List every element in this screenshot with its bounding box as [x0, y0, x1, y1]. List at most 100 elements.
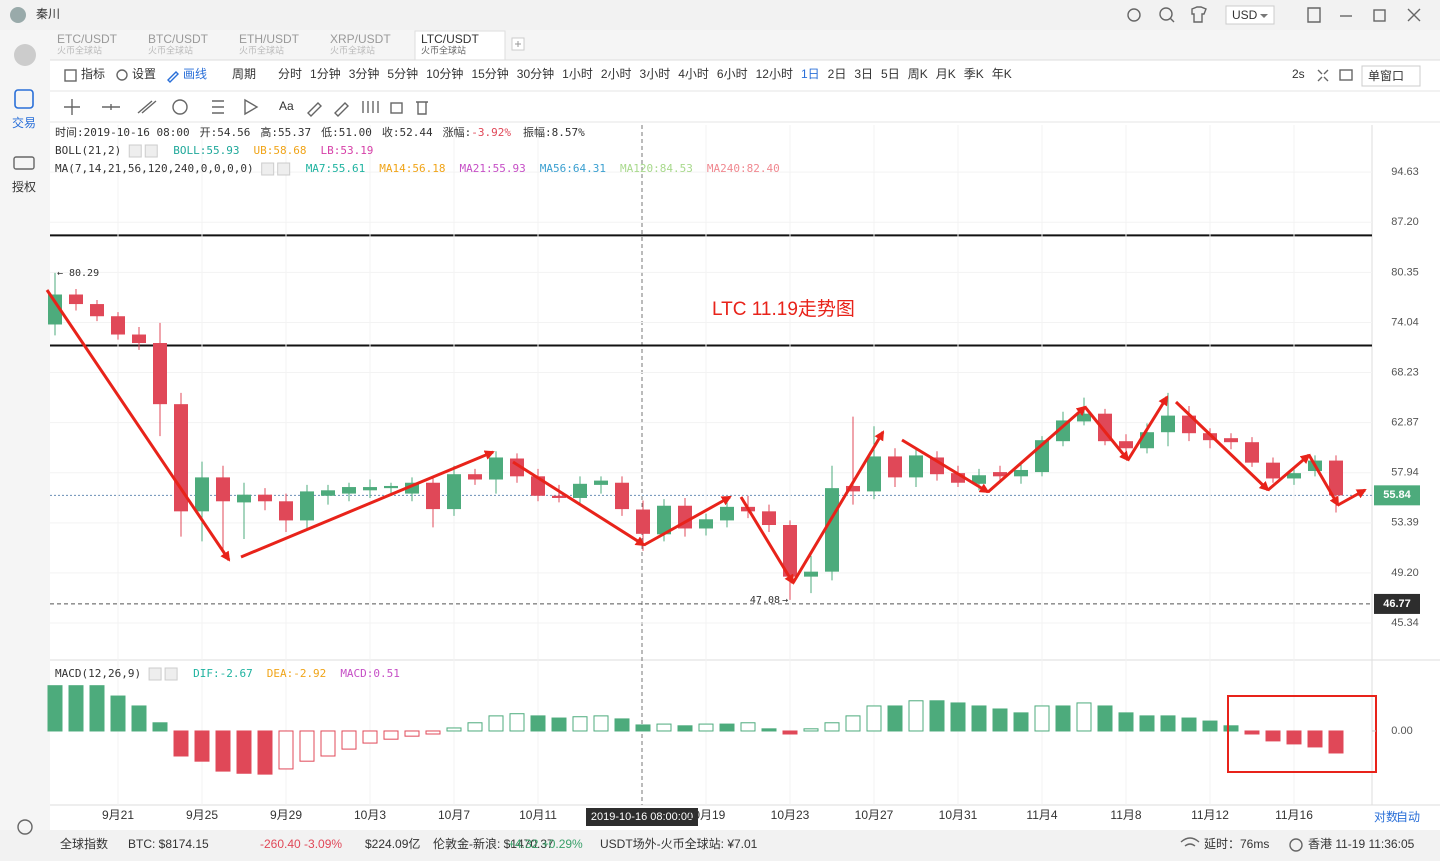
interval-button[interactable]: 年K — [992, 67, 1012, 81]
auth-icon[interactable] — [13, 156, 35, 170]
macd-bar — [215, 730, 231, 772]
plot — [47, 125, 1372, 805]
candle-body — [762, 511, 776, 526]
interval-button[interactable]: 4小时 — [678, 67, 709, 81]
window-icons[interactable] — [1127, 5, 1421, 25]
sidebar-auth[interactable]: 授权 — [12, 179, 36, 194]
interval-button[interactable]: 1日 — [801, 67, 820, 81]
legend-name: MA(7,14,21,56,120,240,0,0,0,0) — [55, 162, 254, 175]
legend-close[interactable] — [164, 667, 178, 681]
macd-bar — [803, 728, 819, 732]
status-clock: 香港 11-19 11:36:05 — [1308, 837, 1415, 851]
tab-pair[interactable]: ETC/USDT — [57, 32, 118, 46]
text-tool[interactable]: Aa — [279, 99, 294, 113]
sidebar-trade[interactable]: 交易 — [12, 115, 36, 130]
wifi-icon — [1180, 837, 1200, 847]
settings-icon[interactable] — [17, 819, 33, 835]
macd-bar — [194, 730, 210, 762]
interval-button[interactable]: 2小时 — [601, 67, 632, 81]
interval-button[interactable]: 30分钟 — [517, 66, 554, 81]
interval-button[interactable]: 12小时 — [756, 67, 793, 81]
max-arrow: ← — [57, 268, 63, 279]
x-tick-label: 10月27 — [855, 808, 894, 822]
legend-settings[interactable] — [261, 162, 275, 176]
macd-bar — [1286, 730, 1302, 745]
macd-bar — [719, 723, 735, 732]
draw-button[interactable]: 画线 — [183, 67, 207, 81]
interval-button[interactable]: 3小时 — [640, 67, 671, 81]
tool-icons[interactable] — [64, 65, 1421, 117]
legend-item: MA56:64.31 — [540, 162, 606, 175]
legend-settings[interactable] — [128, 144, 142, 158]
currency-select[interactable]: USD — [1232, 8, 1258, 22]
tab-exchange[interactable]: 火币全球站 — [148, 44, 193, 55]
log-button[interactable]: 对数 — [1374, 809, 1398, 824]
settings-button[interactable]: 设置 — [132, 67, 156, 81]
macd-bar — [929, 700, 945, 732]
interval-button[interactable]: 6小时 — [717, 67, 748, 81]
trade-icon[interactable] — [14, 89, 34, 109]
interval-button[interactable]: 15分钟 — [471, 66, 508, 81]
candle-body — [195, 477, 209, 512]
x-tick-label: 10月23 — [771, 808, 810, 822]
interval-button[interactable]: 1分钟 — [310, 66, 341, 81]
macd-bar — [1307, 730, 1323, 748]
y-tick-label: 80.35 — [1391, 266, 1419, 278]
macd-bar — [1160, 715, 1176, 732]
sidebar — [0, 30, 50, 830]
indicator-button[interactable]: 指标 — [81, 66, 105, 81]
auto-button[interactable]: 自动 — [1396, 810, 1420, 824]
macd-bar — [89, 685, 105, 732]
refresh-rate[interactable]: 2s — [1292, 67, 1305, 81]
macd-bar — [1181, 717, 1197, 732]
macd-bar — [467, 722, 483, 732]
legend-close[interactable] — [277, 162, 291, 176]
highlight-box — [1227, 695, 1377, 773]
legend-settings[interactable] — [148, 667, 162, 681]
status-btc: BTC: $8174.15 — [128, 837, 209, 851]
plus — [515, 41, 521, 47]
macd-bar — [383, 730, 399, 740]
macd-bar — [1097, 705, 1113, 732]
caret — [1260, 14, 1268, 18]
legend-close[interactable] — [144, 144, 158, 158]
interval-button[interactable]: 5分钟 — [387, 66, 418, 81]
candle-body — [1329, 460, 1343, 496]
candle-body — [1224, 438, 1238, 443]
macd-bar — [551, 717, 567, 732]
x-tick-label: 11月8 — [1110, 808, 1141, 822]
macd-bar — [593, 715, 609, 732]
logo — [14, 44, 36, 66]
tab-exchange[interactable]: 火币全球站 — [421, 44, 466, 55]
interval-button[interactable]: 季K — [964, 67, 984, 81]
candle-body — [993, 472, 1007, 477]
interval-button[interactable]: 月K — [936, 67, 956, 81]
tab-pair[interactable]: LTC/USDT — [421, 32, 479, 46]
tab-pair[interactable]: ETH/USDT — [239, 32, 300, 46]
interval-button[interactable]: 1小时 — [562, 67, 593, 81]
macd-bar — [404, 730, 420, 737]
legend-item: MA120:84.53 — [620, 162, 693, 175]
macd-bar — [845, 715, 861, 732]
interval-button[interactable]: 2日 — [828, 67, 847, 81]
interval-button[interactable]: 10分钟 — [426, 66, 463, 81]
interval-button[interactable]: 周K — [908, 67, 928, 81]
tab-exchange[interactable]: 火币全球站 — [57, 44, 102, 55]
candle-body — [342, 487, 356, 494]
macd-bar — [908, 700, 924, 732]
legend-item: DEA:-2.92 — [267, 667, 327, 680]
interval-button[interactable]: 3分钟 — [349, 66, 380, 81]
candle-body — [1161, 415, 1175, 433]
period-button[interactable]: 周期 — [232, 67, 256, 81]
candle-body — [1056, 420, 1070, 442]
window-mode[interactable]: 单窗口 — [1368, 69, 1404, 83]
tab-pair[interactable]: XRP/USDT — [330, 32, 391, 46]
interval-button[interactable]: 5日 — [881, 67, 900, 81]
interval-button[interactable]: 3日 — [854, 67, 873, 81]
macd-bar — [572, 716, 588, 732]
tab-pair[interactable]: BTC/USDT — [148, 32, 209, 46]
tab-exchange[interactable]: 火币全球站 — [330, 44, 375, 55]
tab-exchange[interactable]: 火币全球站 — [239, 44, 284, 55]
interval-button[interactable]: 分时 — [278, 67, 302, 81]
